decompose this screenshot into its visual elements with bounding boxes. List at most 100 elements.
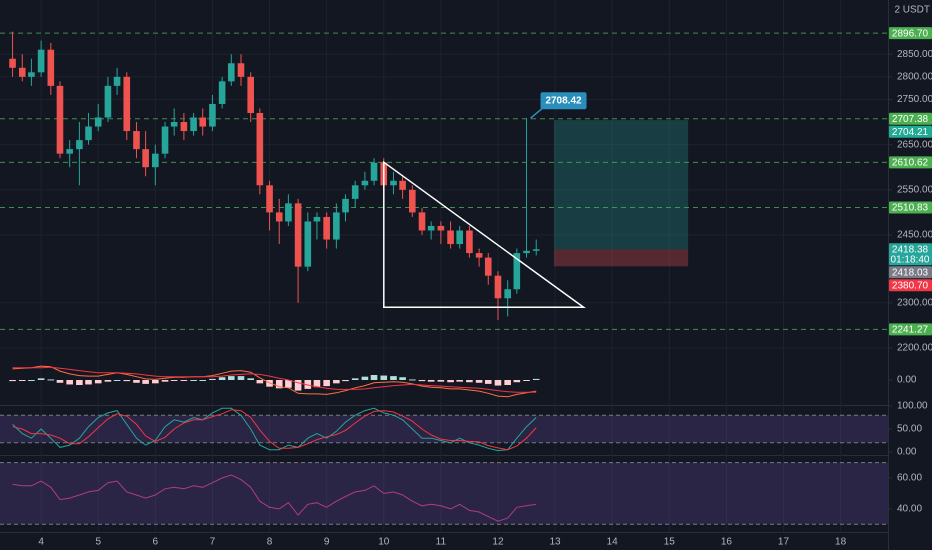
histogram-bar: [351, 378, 359, 380]
histogram-bar: [190, 380, 197, 381]
y-tick-label: 60.00: [897, 473, 922, 484]
x-tick-label: 11: [436, 537, 447, 548]
indicator-band: [0, 415, 888, 443]
histogram-bar: [427, 380, 435, 382]
y-tick-label: 2800.00: [897, 71, 932, 82]
candle-body: [161, 126, 169, 154]
histogram-bar: [142, 380, 149, 384]
candle-body: [351, 185, 359, 199]
histogram-bar: [161, 380, 169, 382]
histogram-bar: [66, 380, 73, 385]
y-tick-label: 100.00: [897, 401, 928, 412]
candle-body: [494, 275, 502, 299]
signal-line: [12, 366, 537, 393]
candle-body: [294, 203, 302, 267]
histogram-bar: [28, 380, 35, 381]
histogram-bar: [437, 380, 445, 382]
candle-body: [456, 230, 464, 245]
candle-body: [9, 58, 16, 68]
histogram-bar: [370, 375, 378, 380]
histogram-bar: [180, 380, 188, 381]
candle-body: [209, 103, 216, 127]
x-tick-label: 15: [664, 537, 676, 548]
histogram-bar: [466, 380, 473, 383]
candle-body: [170, 122, 178, 127]
x-tick-label: 18: [835, 537, 847, 548]
triangle-drawing: [383, 160, 586, 309]
candle-body: [532, 249, 540, 251]
candle-body: [28, 72, 35, 77]
y-tick-label: 50.00: [897, 424, 922, 435]
price-tag: [889, 27, 932, 40]
histogram-bar: [275, 380, 283, 389]
candle-body: [94, 117, 102, 127]
y-tick-label: 0.00: [897, 375, 917, 386]
candle-body: [199, 117, 207, 127]
histogram-bar: [523, 380, 530, 381]
histogram-bar: [199, 380, 207, 381]
candle-body: [18, 67, 26, 77]
histogram-bar: [456, 380, 464, 382]
candle-body: [523, 250, 530, 254]
histogram-bar: [304, 380, 312, 389]
candle-body: [152, 153, 159, 168]
candle-body: [409, 189, 416, 213]
histogram-bar: [361, 376, 369, 380]
currency-label: 2 USDT: [894, 5, 930, 16]
histogram-bar: [323, 380, 330, 387]
candle-body: [85, 126, 92, 141]
price-tag-label: 2510.83: [892, 203, 929, 214]
histogram-bar: [123, 380, 131, 382]
histogram-bar: [9, 380, 16, 382]
price-tag: [889, 156, 932, 169]
histogram-bar: [113, 380, 121, 381]
histogram-bar: [494, 380, 502, 386]
histogram-bar: [94, 380, 102, 384]
histogram-bar: [342, 380, 349, 382]
x-tick-label: 6: [153, 537, 159, 548]
histogram-bar: [475, 380, 483, 383]
countdown: 01:18:40: [891, 254, 930, 265]
y-tick-label: 2300.00: [897, 297, 932, 308]
candle-body: [133, 131, 140, 150]
candle-body: [370, 162, 378, 181]
histogram-bar: [209, 378, 216, 380]
candle-body: [484, 257, 492, 276]
price-tag-label: 2418.38: [892, 244, 929, 255]
x-tick-label: 14: [607, 537, 619, 548]
x-tick-label: 12: [492, 537, 504, 548]
stoch-k-line: [12, 407, 537, 452]
price-tag: [889, 323, 932, 336]
histogram-bar: [285, 380, 292, 388]
histogram-bar: [399, 377, 406, 380]
candle-body: [342, 198, 349, 213]
candle-body: [76, 140, 83, 150]
y-tick-label: 0.00: [897, 447, 917, 458]
price-tag-label: 2896.70: [892, 28, 929, 39]
candle-body: [390, 180, 397, 186]
price-tag-label: 2610.62: [892, 158, 929, 169]
candle-body: [142, 149, 149, 168]
candle-body: [66, 149, 73, 154]
candle-body: [247, 76, 254, 113]
y-tick-label: 40.00: [897, 504, 922, 515]
candle-body: [304, 221, 312, 267]
candle-body: [285, 203, 292, 222]
histogram-bar: [409, 379, 416, 381]
candle-body: [418, 212, 426, 231]
histogram-bar: [85, 380, 92, 385]
x-tick-label: 9: [324, 537, 330, 548]
candle-body: [427, 225, 435, 231]
y-tick-label: 2550.00: [897, 184, 932, 195]
price-tag-label: 2418.03: [892, 267, 929, 278]
x-tick-label: 4: [38, 537, 44, 548]
x-tick-label: 5: [95, 537, 101, 548]
histogram-bar: [37, 378, 45, 380]
price-tag-label: 2380.70: [892, 280, 929, 291]
candle-body: [237, 63, 245, 77]
histogram-bar: [313, 380, 321, 388]
histogram-bar: [532, 378, 540, 380]
histogram-bar: [170, 380, 178, 381]
price-tag-label: 2707.38: [892, 114, 929, 125]
